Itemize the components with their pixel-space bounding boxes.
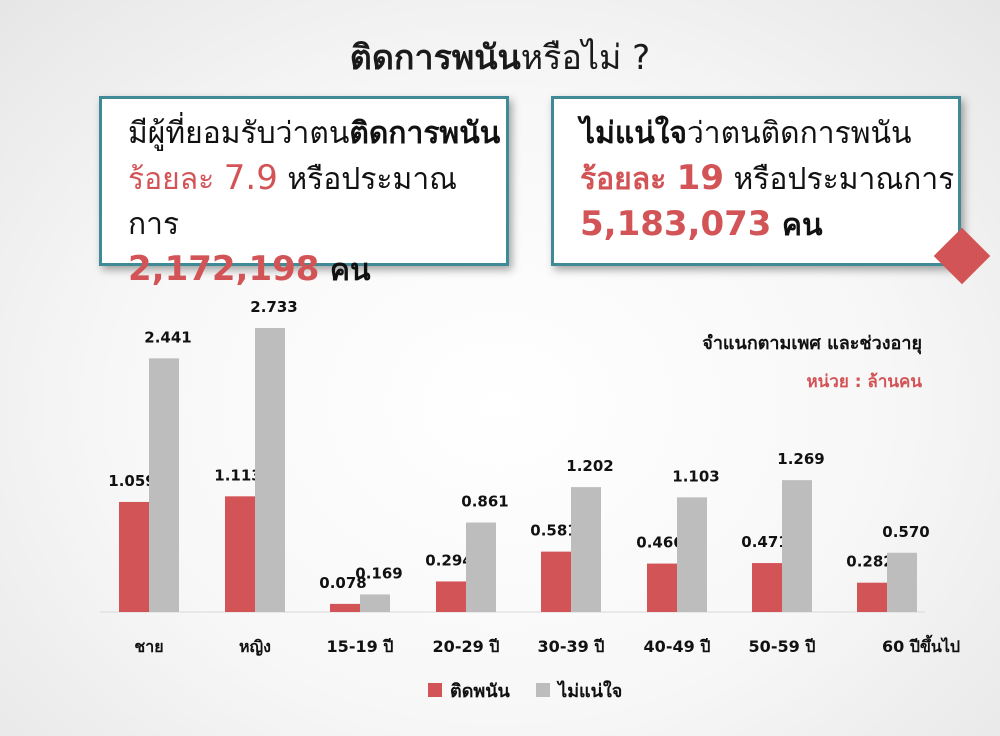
bar-unsure-1 xyxy=(255,328,285,612)
category-label-4: 30-39 ปี xyxy=(538,637,605,656)
legend-swatch-unsure xyxy=(536,683,551,697)
bar-unsure-3 xyxy=(466,522,496,612)
data-label-unsure-5: 1.103 xyxy=(672,467,719,485)
unsure-count: 5,183,073 xyxy=(580,204,772,244)
unsure-count-unit: คน xyxy=(771,208,823,243)
data-label-unsure-0: 2.441 xyxy=(144,328,191,346)
legend-swatch-addicted xyxy=(428,683,442,697)
addicted-summary-box: มีผู้ที่ยอมรับว่าตนติดการพนัน ร้อยละ 7.9… xyxy=(99,96,509,289)
addicted-line1-text: มีผู้ที่ยอมรับว่าตน xyxy=(128,116,350,151)
bar-addicted-2 xyxy=(330,603,360,612)
addicted-line-1: มีผู้ที่ยอมรับว่าตนติดการพนัน xyxy=(128,111,506,156)
bar-unsure-6 xyxy=(782,480,812,612)
category-label-6: 50-59 ปี xyxy=(749,637,816,656)
category-label-2: 15-19 ปี xyxy=(327,637,394,656)
addicted-count-unit: คน xyxy=(319,253,371,288)
bar-addicted-4 xyxy=(541,551,571,612)
data-label-unsure-3: 0.861 xyxy=(461,493,508,511)
chart-legend: ติดพนัน ไม่แน่ใจ xyxy=(428,676,642,705)
data-label-addicted-7: 0.282 xyxy=(846,553,893,571)
unsure-line-1: ไม่แน่ใจว่าตนติดการพนัน xyxy=(580,111,958,156)
bar-unsure-5 xyxy=(677,497,707,612)
addicted-line2-text: หรือประมาณการ xyxy=(128,162,457,242)
bar-unsure-2 xyxy=(360,594,390,612)
addicted-line1-bold: ติดการพนัน xyxy=(349,116,501,151)
data-label-unsure-7: 0.570 xyxy=(882,523,929,541)
unsure-summary-box: ไม่แน่ใจว่าตนติดการพนัน ร้อยละ 19 หรือปร… xyxy=(551,96,961,266)
bar-unsure-0 xyxy=(149,358,179,612)
bar-unsure-7 xyxy=(887,552,917,612)
bar-addicted-1 xyxy=(225,496,255,612)
data-label-addicted-4: 0.581 xyxy=(530,522,577,540)
data-label-addicted-2: 0.078 xyxy=(319,574,366,592)
data-label-unsure-6: 1.269 xyxy=(777,450,824,468)
unsure-line1-text: ว่าตนติดการพนัน xyxy=(686,116,912,151)
title-strong: ติดการพนัน xyxy=(349,38,521,78)
data-label-unsure-1: 2.733 xyxy=(250,298,297,316)
bar-addicted-6 xyxy=(752,563,782,612)
category-label-5: 40-49 ปี xyxy=(644,637,711,656)
unsure-pct-value: 19 xyxy=(676,158,724,198)
addicted-line-3: 2,172,198 คน xyxy=(128,247,506,293)
chart-subtitle: จำแนกตามเพศ และช่วงอายุ xyxy=(702,333,922,354)
bar-unsure-4 xyxy=(571,487,601,612)
page-title: ติดการพนันหรือไม่ ? xyxy=(0,30,1000,84)
addicted-pct-value: 7.9 xyxy=(223,158,278,198)
unsure-line1-bold: ไม่แน่ใจ xyxy=(580,116,687,151)
data-label-addicted-0: 1.059 xyxy=(108,472,155,490)
data-label-addicted-3: 0.294 xyxy=(425,551,472,569)
addicted-count: 2,172,198 xyxy=(128,249,320,289)
category-label-7: 60 ปีขึ้นไป xyxy=(882,634,960,656)
legend-label-unsure: ไม่แน่ใจ xyxy=(558,681,623,702)
addicted-line-2: ร้อยละ 7.9 หรือประมาณการ xyxy=(128,156,506,247)
bar-addicted-0 xyxy=(119,501,149,612)
category-label-0: ชาย xyxy=(134,637,163,656)
addicted-pct-prefix: ร้อยละ xyxy=(128,162,224,197)
data-label-addicted-1: 1.113 xyxy=(214,466,261,484)
legend-item-addicted: ติดพนัน xyxy=(428,676,510,705)
bar-addicted-3 xyxy=(436,581,466,612)
bar-addicted-7 xyxy=(857,582,887,612)
unsure-line-2: ร้อยละ 19 หรือประมาณการ xyxy=(580,156,958,202)
bar-addicted-5 xyxy=(647,563,677,612)
legend-item-unsure: ไม่แน่ใจ xyxy=(536,676,622,705)
data-label-addicted-6: 0.471 xyxy=(741,533,788,551)
data-label-unsure-2: 0.169 xyxy=(355,564,402,582)
data-label-addicted-5: 0.466 xyxy=(636,534,683,552)
unsure-line-3: 5,183,073 คน xyxy=(580,202,958,248)
title-rest: หรือไม่ ? xyxy=(520,38,651,78)
data-label-unsure-4: 1.202 xyxy=(566,457,613,475)
chart-unit-label: หน่วย : ล้านคน xyxy=(806,372,922,392)
unsure-line2-text: หรือประมาณการ xyxy=(723,162,955,197)
unsure-pct-prefix: ร้อยละ xyxy=(580,162,677,197)
category-label-3: 20-29 ปี xyxy=(433,637,500,656)
category-label-1: หญิง xyxy=(239,637,271,657)
legend-label-addicted: ติดพนัน xyxy=(450,681,510,702)
